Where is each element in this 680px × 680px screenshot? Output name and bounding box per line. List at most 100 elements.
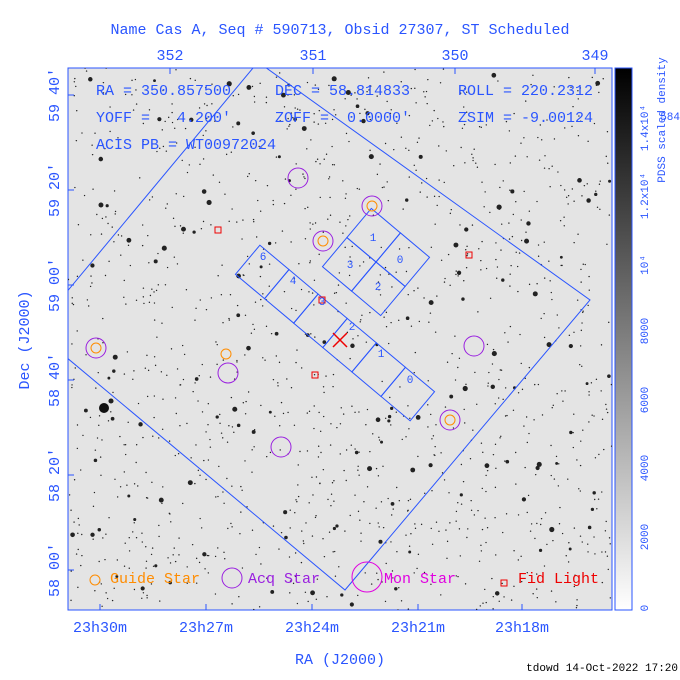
star: [382, 526, 385, 529]
star: [601, 491, 603, 493]
star: [521, 388, 524, 391]
star: [357, 469, 359, 471]
star: [194, 382, 196, 384]
star: [368, 89, 370, 91]
star: [544, 155, 546, 157]
star: [601, 418, 604, 421]
star: [106, 597, 109, 600]
star: [165, 150, 168, 152]
star: [119, 486, 122, 488]
star: [332, 373, 335, 376]
star: [537, 383, 540, 386]
star: [594, 553, 596, 555]
star: [331, 164, 334, 166]
star: [410, 325, 413, 327]
star: [430, 413, 432, 416]
star: [587, 525, 592, 530]
legend-marker: [89, 574, 101, 586]
chip-label: 4: [290, 276, 297, 288]
star: [300, 288, 303, 291]
star: [289, 580, 292, 582]
chip-label: 3: [319, 297, 326, 309]
star: [384, 417, 387, 420]
star: [161, 322, 163, 324]
star: [240, 485, 242, 488]
star: [89, 416, 92, 419]
star: [236, 304, 239, 307]
star: [500, 435, 502, 438]
star: [387, 497, 389, 500]
star: [486, 469, 489, 472]
star: [251, 131, 255, 135]
fid-light: [311, 371, 319, 379]
star: [131, 94, 133, 96]
star: [472, 429, 474, 431]
star: [334, 575, 337, 577]
star: [495, 467, 497, 470]
star: [176, 263, 179, 265]
star: [304, 238, 307, 240]
star: [434, 223, 436, 225]
star: [153, 416, 155, 419]
star: [94, 590, 96, 592]
star: [518, 252, 521, 254]
star: [365, 111, 370, 116]
star: [345, 302, 347, 304]
star: [141, 541, 143, 543]
star: [496, 204, 502, 210]
star: [537, 255, 540, 257]
star: [570, 86, 572, 88]
star: [186, 422, 188, 425]
star: [557, 485, 560, 487]
star: [179, 225, 182, 227]
star: [524, 238, 530, 244]
star: [295, 499, 297, 501]
star: [192, 390, 194, 393]
star: [556, 393, 558, 395]
star: [206, 554, 209, 557]
star: [127, 244, 130, 247]
star: [442, 121, 444, 123]
star: [292, 582, 295, 585]
star: [70, 509, 72, 511]
star: [400, 136, 403, 138]
star: [310, 139, 312, 141]
star: [160, 371, 163, 373]
star: [259, 82, 261, 85]
star: [333, 109, 335, 111]
star: [499, 186, 501, 189]
star: [366, 91, 368, 93]
star: [364, 572, 366, 574]
star: [98, 424, 100, 427]
star: [102, 342, 104, 344]
star: [190, 457, 192, 459]
star: [151, 547, 154, 549]
star: [577, 90, 579, 92]
star: [534, 537, 536, 540]
star: [401, 438, 403, 441]
star: [405, 198, 409, 202]
star: [157, 117, 162, 122]
star: [219, 413, 221, 416]
star: [298, 263, 300, 265]
star: [281, 92, 286, 98]
star: [359, 112, 361, 115]
star: [418, 137, 420, 139]
star: [186, 582, 188, 584]
star: [174, 225, 176, 228]
star: [466, 245, 468, 248]
star: [283, 106, 286, 108]
star: [433, 195, 436, 198]
star: [155, 289, 158, 292]
star: [486, 343, 489, 346]
star: [340, 593, 344, 597]
star: [90, 532, 95, 537]
star: [563, 189, 566, 191]
star: [304, 591, 307, 594]
star: [306, 412, 309, 414]
star: [609, 543, 611, 545]
star: [265, 101, 268, 104]
star: [563, 216, 565, 218]
star: [147, 369, 150, 372]
star: [379, 294, 382, 296]
